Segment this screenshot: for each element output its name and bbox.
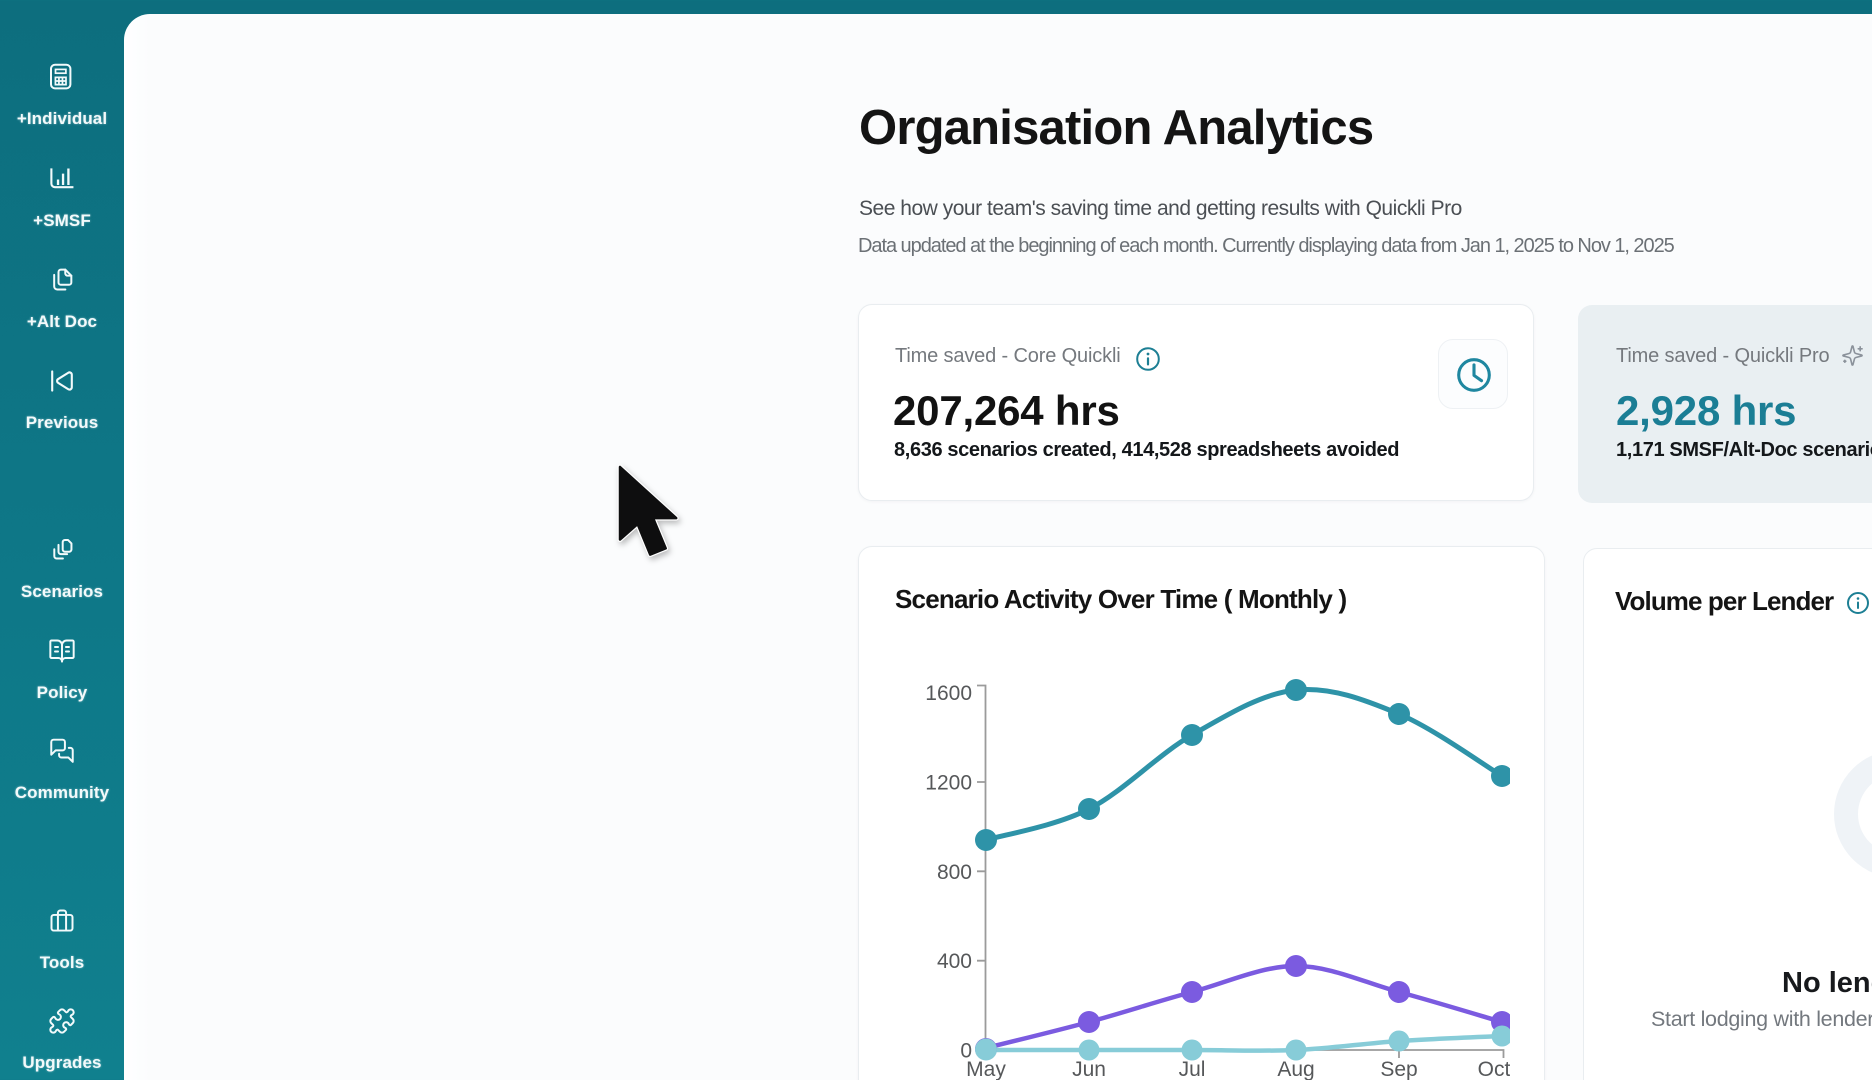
svg-text:May: May (966, 1058, 1006, 1080)
svg-text:400: 400 (937, 950, 972, 973)
svg-text:800: 800 (937, 861, 972, 884)
svg-text:Sep: Sep (1380, 1058, 1417, 1080)
svg-text:0: 0 (960, 1040, 972, 1063)
svg-text:Oct: Oct (1478, 1058, 1510, 1080)
svg-text:Aug: Aug (1277, 1058, 1314, 1080)
svg-text:1600: 1600 (925, 682, 972, 705)
svg-text:Jul: Jul (1179, 1058, 1206, 1080)
svg-text:Jun: Jun (1072, 1058, 1106, 1080)
svg-text:1200: 1200 (925, 772, 972, 795)
